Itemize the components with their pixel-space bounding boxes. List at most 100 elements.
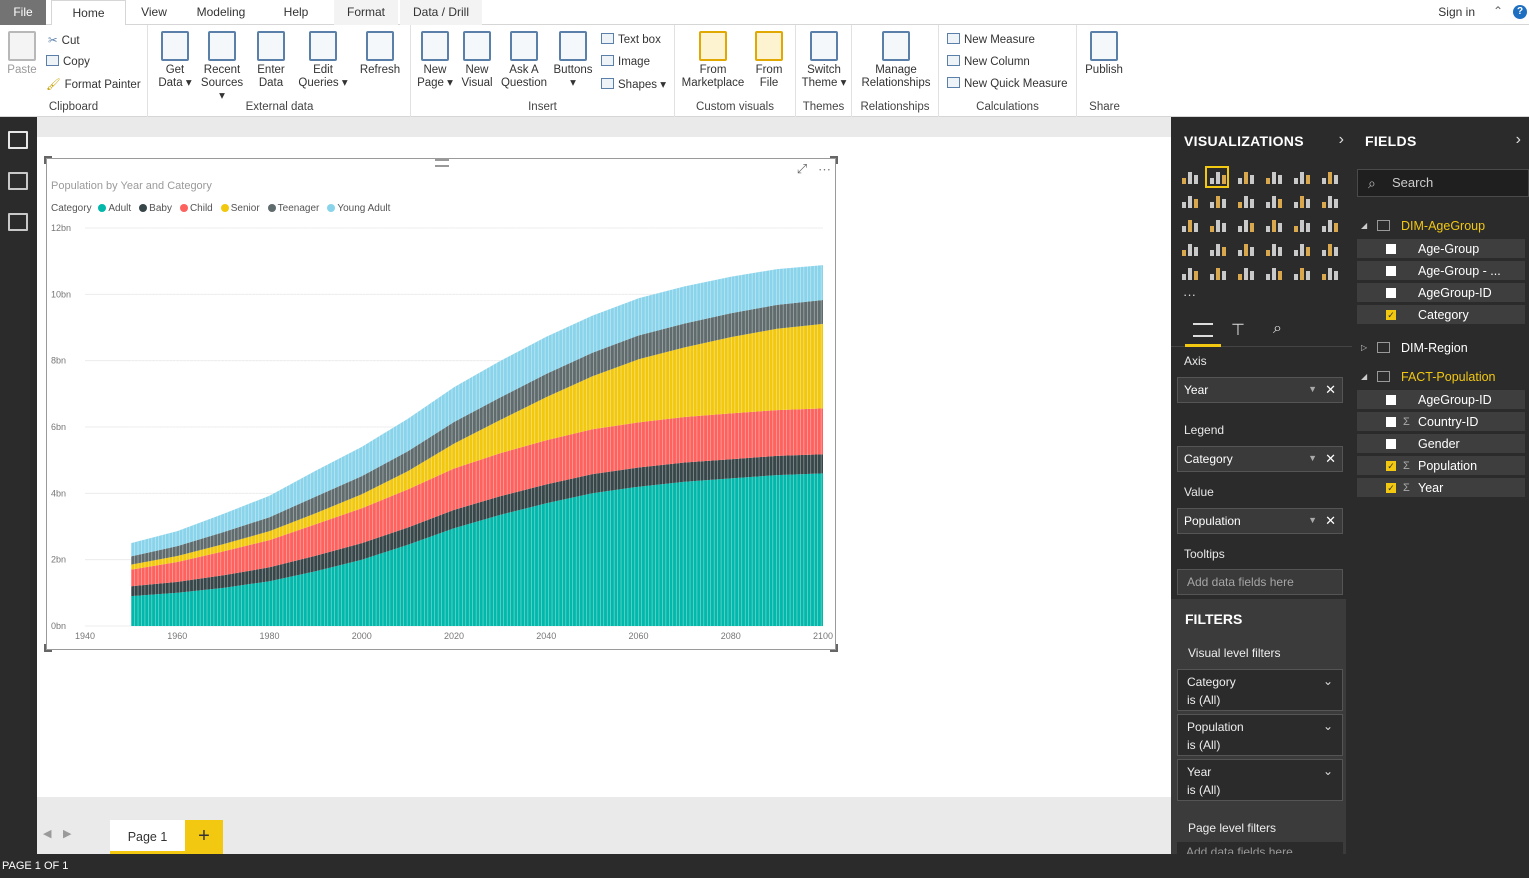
- field-checkbox[interactable]: ✓: [1386, 461, 1396, 471]
- enter-data-button[interactable]: Enter Data: [253, 31, 289, 90]
- field-checkbox[interactable]: [1386, 266, 1396, 276]
- collapse-visualizations-icon[interactable]: ›: [1338, 131, 1344, 148]
- collapse-fields-icon[interactable]: ›: [1515, 131, 1521, 148]
- tab-file[interactable]: File: [0, 0, 46, 25]
- resize-handle-bl[interactable]: [44, 644, 52, 652]
- collapse-ribbon-icon[interactable]: ⌃: [1492, 4, 1503, 18]
- visual-type-icon[interactable]: [1291, 168, 1311, 186]
- axis-remove-icon[interactable]: ✕: [1325, 382, 1336, 397]
- model-view-icon[interactable]: [8, 213, 28, 231]
- chevron-down-icon[interactable]: ⌄: [1322, 674, 1333, 688]
- text-box-button[interactable]: Text box: [601, 33, 661, 46]
- visual-type-icon[interactable]: [1263, 192, 1283, 210]
- field-checkbox[interactable]: ✓: [1386, 310, 1396, 320]
- new-column-button[interactable]: New Column: [947, 55, 1030, 68]
- field-checkbox[interactable]: [1386, 288, 1396, 298]
- visual-type-icon[interactable]: [1319, 216, 1339, 234]
- table-fact-population[interactable]: ◢ FACT-Population: [1352, 365, 1529, 389]
- visual-type-icon[interactable]: [1179, 192, 1199, 210]
- axis-well[interactable]: Year ▼ ✕: [1177, 377, 1343, 403]
- shapes-button[interactable]: Shapes ▾: [601, 77, 666, 91]
- field-item[interactable]: ✓ Σ Year: [1357, 478, 1525, 498]
- tab-format[interactable]: Format: [334, 0, 398, 25]
- filter-card-year[interactable]: Year ⌄ is (All): [1177, 759, 1343, 801]
- axis-dropdown-icon[interactable]: ▼: [1308, 384, 1317, 394]
- tab-data-drill[interactable]: Data / Drill: [400, 0, 482, 25]
- legend-item[interactable]: Senior: [220, 203, 264, 214]
- new-visual-button[interactable]: New Visual: [459, 31, 495, 90]
- visual-type-icon[interactable]: [1235, 192, 1255, 210]
- focus-mode-icon[interactable]: ⤢: [796, 161, 808, 176]
- visual-type-icon[interactable]: [1319, 168, 1339, 186]
- tab-help[interactable]: Help: [283, 5, 309, 19]
- visual-type-icon[interactable]: [1263, 264, 1283, 282]
- switch-theme-button[interactable]: Switch Theme ▾: [800, 31, 848, 90]
- visual-type-icon[interactable]: [1291, 216, 1311, 234]
- filter-card-category[interactable]: Category ⌄ is (All): [1177, 669, 1343, 711]
- legend-well[interactable]: Category ▼ ✕: [1177, 446, 1343, 472]
- add-page-button[interactable]: +: [185, 820, 223, 854]
- drag-grip-icon[interactable]: [435, 159, 449, 167]
- visual-type-icon[interactable]: [1207, 216, 1227, 234]
- visual-type-icon[interactable]: [1319, 264, 1339, 282]
- ask-question-button[interactable]: Ask A Question: [499, 31, 549, 90]
- more-visuals-icon[interactable]: ···: [1183, 287, 1196, 302]
- chevron-down-icon[interactable]: ⌄: [1322, 764, 1333, 778]
- legend-item[interactable]: Teenager: [267, 203, 324, 214]
- field-item[interactable]: ✓ Σ Population: [1357, 456, 1525, 476]
- image-button[interactable]: Image: [601, 55, 650, 68]
- field-item[interactable]: Age-Group: [1357, 239, 1525, 259]
- format-paint-roller-icon[interactable]: ⊤: [1231, 322, 1245, 339]
- field-checkbox[interactable]: [1386, 395, 1396, 405]
- chevron-down-icon[interactable]: ⌄: [1322, 719, 1333, 733]
- visual-type-icon[interactable]: [1235, 168, 1255, 186]
- expanded-triangle-icon[interactable]: ◢: [1361, 221, 1368, 230]
- visual-type-icon[interactable]: [1207, 264, 1227, 282]
- field-checkbox[interactable]: [1386, 439, 1396, 449]
- resize-handle-br[interactable]: [830, 644, 838, 652]
- table-dim-region[interactable]: ▷ DIM-Region: [1352, 336, 1529, 360]
- new-measure-button[interactable]: New Measure: [947, 33, 1035, 46]
- publish-button[interactable]: Publish: [1081, 31, 1127, 77]
- value-well[interactable]: Population ▼ ✕: [1177, 508, 1343, 534]
- visual-type-icon[interactable]: [1319, 240, 1339, 258]
- manage-relationships-button[interactable]: Manage Relationships: [856, 31, 936, 90]
- buttons-button[interactable]: Buttons ▾: [551, 31, 595, 90]
- resize-handle-tr[interactable]: [830, 156, 838, 164]
- visual-type-icon[interactable]: [1179, 264, 1199, 282]
- tab-view[interactable]: View: [141, 5, 167, 19]
- value-remove-icon[interactable]: ✕: [1325, 513, 1336, 528]
- legend-item[interactable]: Baby: [139, 203, 176, 214]
- format-painter-button[interactable]: 🖌 Format Painter: [46, 77, 141, 91]
- value-dropdown-icon[interactable]: ▼: [1308, 515, 1317, 525]
- page-next-icon[interactable]: ▶: [63, 828, 72, 840]
- report-view-icon[interactable]: [8, 131, 28, 149]
- visual-type-icon[interactable]: [1205, 166, 1229, 188]
- sign-in-link[interactable]: Sign in: [1438, 5, 1475, 19]
- visual-type-icon[interactable]: [1319, 192, 1339, 210]
- legend-item[interactable]: Child: [179, 203, 217, 214]
- page-prev-icon[interactable]: ◀: [43, 828, 52, 840]
- cut-button[interactable]: ✂ Cut: [48, 33, 80, 47]
- field-checkbox[interactable]: ✓: [1386, 483, 1396, 493]
- edit-queries-button[interactable]: Edit Queries ▾: [297, 31, 349, 90]
- field-item[interactable]: Gender: [1357, 434, 1525, 454]
- tab-modeling[interactable]: Modeling: [196, 5, 246, 19]
- field-checkbox[interactable]: [1386, 244, 1396, 254]
- visual-type-icon[interactable]: [1235, 240, 1255, 258]
- stacked-column-chart-visual[interactable]: ⤢ ⋯ Population by Year and Category Cate…: [44, 156, 838, 652]
- visual-type-icon[interactable]: [1263, 168, 1283, 186]
- paste-button[interactable]: Paste: [6, 31, 38, 77]
- legend-remove-icon[interactable]: ✕: [1325, 451, 1336, 466]
- visual-type-icon[interactable]: [1179, 216, 1199, 234]
- visual-type-icon[interactable]: [1235, 216, 1255, 234]
- legend-dropdown-icon[interactable]: ▼: [1308, 453, 1317, 463]
- more-options-icon[interactable]: ⋯: [817, 161, 831, 176]
- fields-search-input[interactable]: ⌕ Search: [1357, 169, 1529, 197]
- new-quick-measure-button[interactable]: New Quick Measure: [947, 77, 1068, 90]
- resize-handle-tl[interactable]: [44, 156, 52, 164]
- from-marketplace-button[interactable]: From Marketplace: [679, 31, 747, 90]
- tab-home[interactable]: Home: [51, 0, 126, 26]
- visual-type-icon[interactable]: [1207, 192, 1227, 210]
- from-file-button[interactable]: From File: [751, 31, 787, 90]
